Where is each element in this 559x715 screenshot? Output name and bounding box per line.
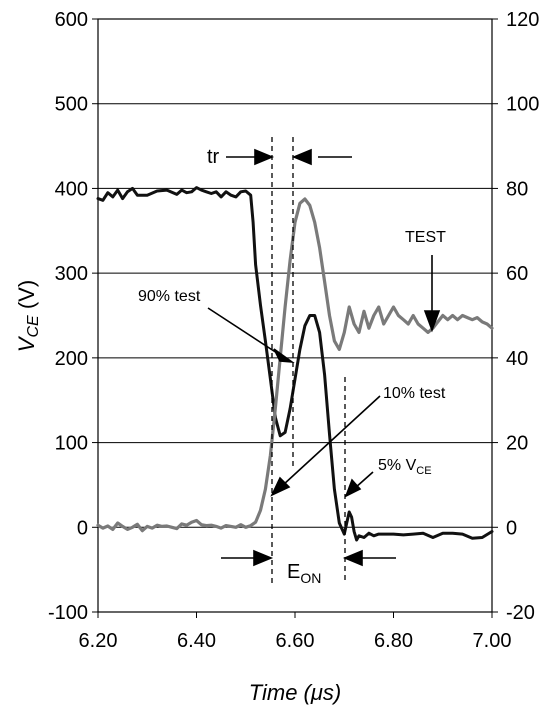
x-axis: 6.20 6.40 6.60 6.80 7.00 <box>79 612 512 652</box>
x-tick-label: 6.40 <box>177 630 216 652</box>
tr-arrow-left <box>291 148 312 166</box>
p90-arrow <box>273 348 295 364</box>
series-line-vce <box>96 186 494 542</box>
y2-tick-label: 0 <box>506 517 517 539</box>
annotation-5-percent-vce: 5% VCE <box>378 457 432 477</box>
marker-lines <box>271 137 346 583</box>
y-tick-label: 600 <box>55 9 88 31</box>
x-tick-label: 7.00 <box>473 630 512 652</box>
x-tick-label: 6.20 <box>79 630 118 652</box>
y-tick-label: 0 <box>77 517 88 539</box>
annotation-90-percent: 90% test <box>138 288 201 305</box>
y2-tick-label: 20 <box>506 433 528 455</box>
annotation-10-percent: 10% test <box>383 385 446 402</box>
y-tick-label: 300 <box>55 263 88 285</box>
annotation-eon: EON <box>287 561 321 586</box>
y2-tick-label: 60 <box>506 263 528 285</box>
x-axis-title: Time (μs) <box>249 680 342 705</box>
y2-tick-label: 100 <box>506 94 539 116</box>
series-line-test <box>96 197 494 533</box>
y2-tick-label: -20 <box>506 602 535 624</box>
tr-arrow-right <box>254 148 275 166</box>
y-tick-label: 200 <box>55 348 88 370</box>
x-tick-label: 6.60 <box>276 630 315 652</box>
y2-tick-label: 120 <box>506 9 539 31</box>
y-tick-label: 500 <box>55 94 88 116</box>
annotation-test-label: TEST <box>405 229 446 246</box>
y-axis-right: 120 100 80 60 40 20 0 -20 <box>492 9 539 624</box>
y-tick-label: 400 <box>55 178 88 200</box>
annotation-tr: tr <box>207 146 220 168</box>
y-tick-label: 100 <box>55 433 88 455</box>
series-group <box>96 186 494 542</box>
eon-arrow-left <box>342 549 363 567</box>
y2-tick-label: 80 <box>506 178 528 200</box>
p10-arrow <box>270 476 291 497</box>
test-arrow <box>423 310 441 333</box>
annotation-arrows <box>207 148 441 567</box>
y2-tick-label: 40 <box>506 348 528 370</box>
x-tick-label: 6.80 <box>374 630 413 652</box>
y-axis-title: VCE (V) <box>14 280 42 352</box>
y-axis-left: 600 500 400 300 200 100 0 -100 <box>48 9 98 624</box>
p5-arrow <box>344 478 362 498</box>
eon-arrow-right <box>253 549 274 567</box>
y-tick-label: -100 <box>48 602 88 624</box>
